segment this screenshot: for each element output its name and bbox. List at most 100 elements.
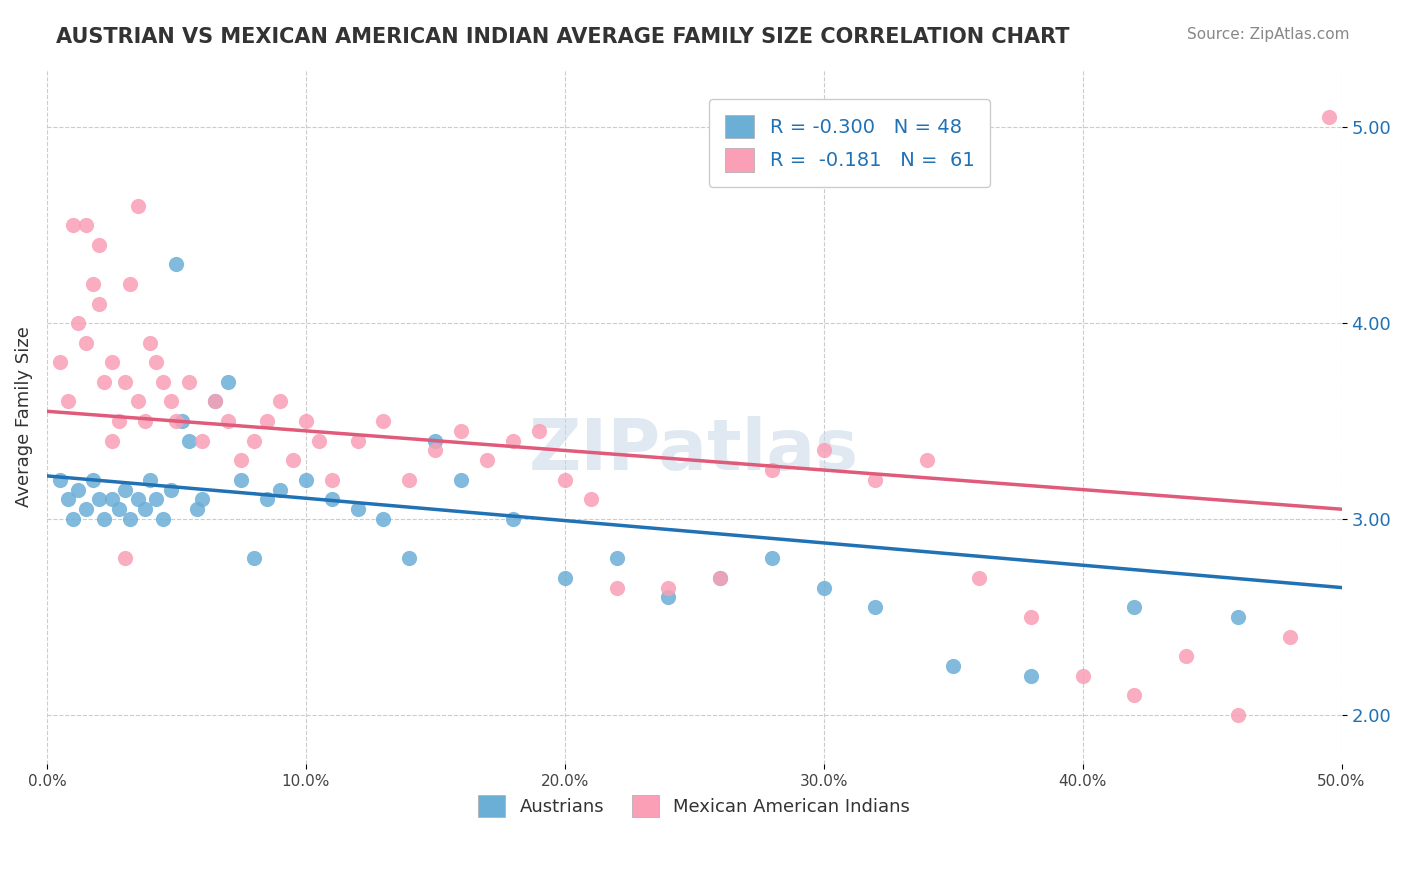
Point bbox=[100, 355, 122, 369]
Point bbox=[527, 424, 550, 438]
Point bbox=[425, 443, 447, 458]
Point bbox=[145, 355, 167, 369]
Point bbox=[321, 473, 343, 487]
Point bbox=[108, 502, 131, 516]
Point bbox=[398, 551, 420, 566]
Point bbox=[243, 434, 266, 448]
Point bbox=[87, 296, 110, 310]
Point bbox=[217, 375, 239, 389]
Point bbox=[87, 492, 110, 507]
Point bbox=[243, 551, 266, 566]
Point bbox=[160, 394, 183, 409]
Point bbox=[1071, 668, 1094, 682]
Point bbox=[134, 502, 156, 516]
Point bbox=[425, 434, 447, 448]
Point bbox=[139, 473, 162, 487]
Point bbox=[1019, 668, 1042, 682]
Point bbox=[1123, 600, 1146, 615]
Point bbox=[256, 492, 278, 507]
Point bbox=[229, 473, 252, 487]
Point bbox=[191, 434, 214, 448]
Point bbox=[295, 473, 318, 487]
Point bbox=[66, 483, 89, 497]
Point bbox=[813, 581, 835, 595]
Point bbox=[114, 551, 136, 566]
Point bbox=[1278, 630, 1301, 644]
Point bbox=[256, 414, 278, 428]
Point bbox=[269, 394, 291, 409]
Point bbox=[269, 483, 291, 497]
Point bbox=[100, 492, 122, 507]
Point bbox=[281, 453, 304, 467]
Point bbox=[1317, 111, 1340, 125]
Point bbox=[49, 355, 72, 369]
Point bbox=[127, 492, 149, 507]
Point bbox=[865, 600, 887, 615]
Point bbox=[118, 277, 141, 291]
Text: Source: ZipAtlas.com: Source: ZipAtlas.com bbox=[1187, 27, 1350, 42]
Point bbox=[579, 492, 602, 507]
Point bbox=[554, 473, 576, 487]
Point bbox=[127, 199, 149, 213]
Point bbox=[179, 375, 201, 389]
Text: AUSTRIAN VS MEXICAN AMERICAN INDIAN AVERAGE FAMILY SIZE CORRELATION CHART: AUSTRIAN VS MEXICAN AMERICAN INDIAN AVER… bbox=[56, 27, 1070, 46]
Point bbox=[160, 483, 183, 497]
Point bbox=[295, 414, 318, 428]
Point bbox=[605, 581, 627, 595]
Point bbox=[942, 659, 965, 673]
Point bbox=[93, 512, 115, 526]
Point bbox=[657, 581, 679, 595]
Point bbox=[127, 394, 149, 409]
Point bbox=[165, 414, 187, 428]
Point bbox=[605, 551, 627, 566]
Point bbox=[813, 443, 835, 458]
Point bbox=[87, 237, 110, 252]
Y-axis label: Average Family Size: Average Family Size bbox=[15, 326, 32, 507]
Point bbox=[967, 571, 990, 585]
Point bbox=[398, 473, 420, 487]
Point bbox=[204, 394, 226, 409]
Point bbox=[321, 492, 343, 507]
Point bbox=[66, 316, 89, 330]
Point bbox=[761, 551, 783, 566]
Point bbox=[373, 512, 395, 526]
Point bbox=[346, 434, 368, 448]
Point bbox=[56, 492, 79, 507]
Point bbox=[75, 335, 97, 350]
Point bbox=[1175, 649, 1198, 664]
Point bbox=[709, 571, 731, 585]
Point bbox=[118, 512, 141, 526]
Point bbox=[93, 375, 115, 389]
Point bbox=[62, 512, 84, 526]
Point bbox=[139, 335, 162, 350]
Point bbox=[554, 571, 576, 585]
Point bbox=[865, 473, 887, 487]
Point bbox=[75, 502, 97, 516]
Point bbox=[229, 453, 252, 467]
Point bbox=[170, 414, 193, 428]
Point bbox=[204, 394, 226, 409]
Point bbox=[346, 502, 368, 516]
Point bbox=[475, 453, 498, 467]
Point bbox=[100, 434, 122, 448]
Point bbox=[657, 591, 679, 605]
Point bbox=[152, 375, 174, 389]
Point bbox=[82, 473, 104, 487]
Legend: Austrians, Mexican American Indians: Austrians, Mexican American Indians bbox=[471, 788, 917, 824]
Point bbox=[1226, 610, 1249, 624]
Point bbox=[450, 424, 472, 438]
Point bbox=[49, 473, 72, 487]
Point bbox=[134, 414, 156, 428]
Point bbox=[62, 218, 84, 232]
Point bbox=[108, 414, 131, 428]
Point bbox=[709, 571, 731, 585]
Point bbox=[191, 492, 214, 507]
Point bbox=[1019, 610, 1042, 624]
Point bbox=[915, 453, 938, 467]
Point bbox=[217, 414, 239, 428]
Point bbox=[186, 502, 208, 516]
Point bbox=[114, 483, 136, 497]
Point bbox=[1123, 688, 1146, 702]
Point bbox=[1226, 707, 1249, 722]
Point bbox=[75, 218, 97, 232]
